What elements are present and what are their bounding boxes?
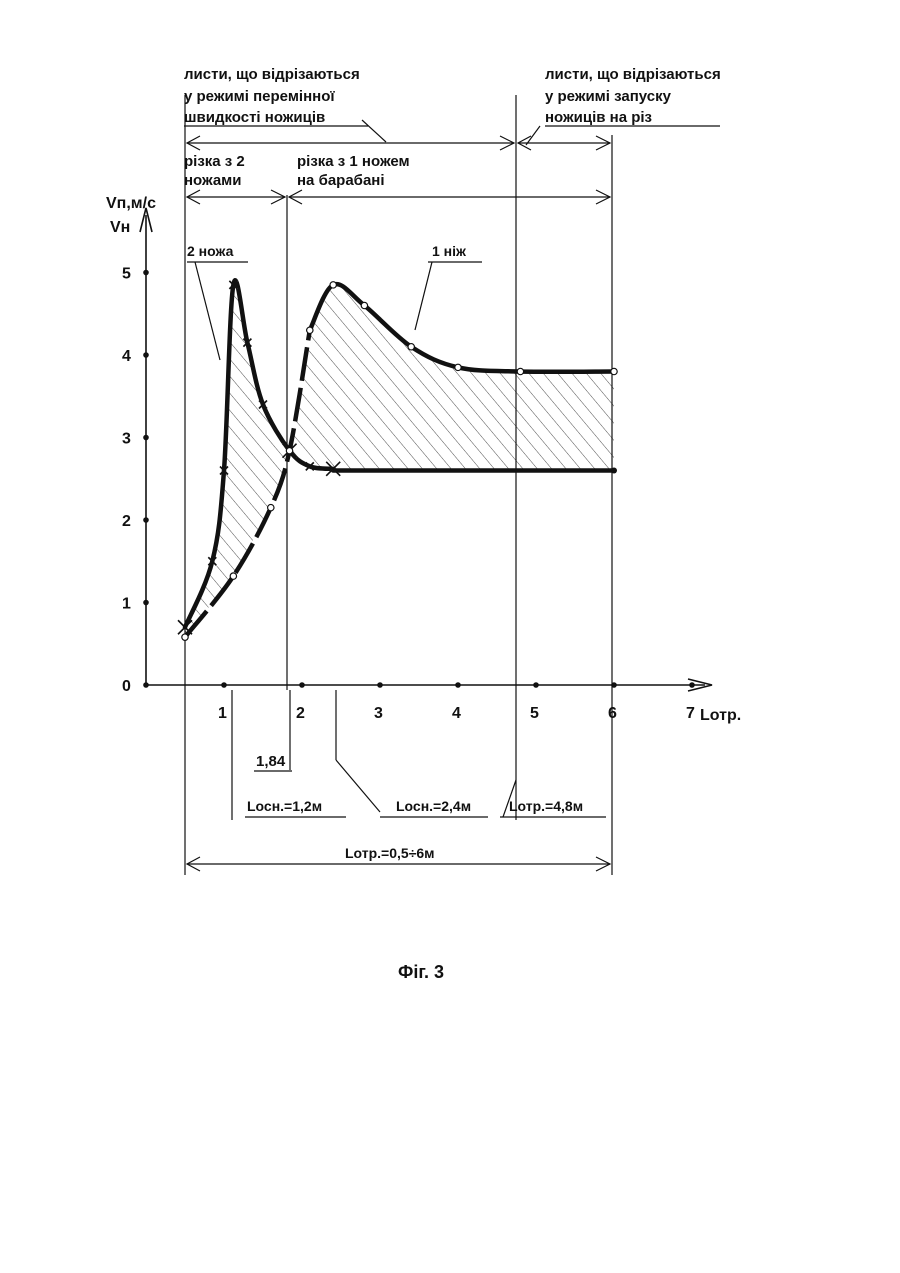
annotation-l-osn-2-4: Lосн.=2,4м	[336, 760, 488, 817]
series-1-knife-marker	[455, 364, 461, 370]
y-tick-label: 1	[122, 596, 131, 613]
x-tick-dot	[533, 682, 539, 688]
y-tick-labels: 0 1 2 3 4 5	[122, 266, 149, 696]
svg-text:1 ніж: 1 ніж	[432, 243, 467, 259]
x-tick-label: 3	[374, 705, 383, 722]
x-axis-label: Lотр.	[700, 707, 741, 724]
y-tick-dot	[143, 352, 149, 358]
x-tick-dot	[299, 682, 305, 688]
hatch-region-one-knife	[290, 284, 614, 470]
svg-text:у режимі перемінної: у режимі перемінної	[184, 88, 335, 105]
svg-text:1,84: 1,84	[256, 753, 286, 770]
y-tick-dot	[143, 270, 149, 276]
series-1-knife-marker	[611, 368, 617, 374]
x-tick-label: 7	[686, 705, 695, 722]
svg-text:Lосн.=1,2м: Lосн.=1,2м	[247, 798, 322, 814]
x-tick-dot	[221, 682, 227, 688]
svg-text:2 ножа: 2 ножа	[187, 243, 234, 259]
series-1-knife-marker	[330, 282, 336, 288]
start-mode-region: листи, що відрізаються у режимі запуску …	[526, 66, 721, 145]
series-1-knife-marker	[307, 327, 313, 333]
hatch-region-two-knives	[185, 280, 290, 637]
label-1-knife: 1 ніж	[415, 243, 482, 330]
y-tick-label: 3	[122, 431, 131, 448]
y-tick-label: 5	[122, 266, 131, 283]
svg-text:швидкості ножиців: швидкості ножиців	[184, 109, 325, 126]
series-flat-marker	[611, 468, 617, 474]
x-tick-label: 2	[296, 705, 305, 722]
y-tick-dot	[143, 435, 149, 441]
x-tick-label: 1	[218, 705, 227, 722]
svg-text:різка з 2: різка з 2	[184, 153, 245, 170]
y-axis-label-bottom: Vн	[110, 219, 130, 236]
svg-text:Lосн.=2,4м: Lосн.=2,4м	[396, 798, 471, 814]
two-knives-region: різка з 2 ножами	[184, 153, 285, 204]
svg-text:листи, що відрізаються: листи, що відрізаються	[184, 66, 360, 83]
x-tick-dot	[455, 682, 461, 688]
svg-text:листи, що відрізаються: листи, що відрізаються	[545, 66, 721, 83]
y-tick-label: 2	[122, 513, 131, 530]
series-1-knife-marker	[286, 448, 292, 454]
annotation-l-otr-range: Lотр.=0,5÷6м	[187, 845, 610, 871]
series-1-knife-marker	[408, 344, 414, 350]
svg-text:Lотр.=0,5÷6м: Lотр.=0,5÷6м	[345, 845, 435, 861]
x-tick-label: 5	[530, 705, 539, 722]
y-axis-label-top: Vп,м/с	[106, 195, 156, 212]
series-1-knife-marker	[517, 368, 523, 374]
svg-text:Lотр.=4,8м: Lотр.=4,8м	[509, 798, 583, 814]
x-tick-label: 4	[452, 705, 461, 722]
y-tick-dot	[143, 600, 149, 606]
x-tick-dot	[377, 682, 383, 688]
series-1-knife-marker	[182, 634, 188, 640]
svg-text:на барабані: на барабані	[297, 172, 385, 189]
y-tick-label: 0	[122, 678, 131, 695]
y-tick-label: 4	[122, 348, 131, 365]
svg-text:у режимі запуску: у режимі запуску	[545, 88, 672, 105]
annotation-1-84: 1,84	[254, 753, 292, 771]
x-tick-dot	[689, 682, 695, 688]
range-arrow-variable	[187, 136, 514, 150]
svg-text:різка з 1 ножем: різка з 1 ножем	[297, 153, 410, 170]
series-1-knife-marker	[230, 573, 236, 579]
series-1-knife-marker	[268, 504, 274, 510]
variable-speed-region: листи, що відрізаються у режимі перемінн…	[184, 66, 386, 142]
svg-text:ножиців на різ: ножиців на різ	[545, 109, 652, 126]
svg-text:ножами: ножами	[184, 172, 242, 189]
y-tick-dot	[143, 517, 149, 523]
origin-dot	[143, 682, 149, 688]
figure-caption: Фіг. 3	[398, 962, 444, 982]
one-knife-region: різка з 1 ножем на барабані	[289, 153, 610, 204]
series-1-knife-marker	[361, 302, 367, 308]
hatched-area	[185, 280, 614, 637]
annotation-l-osn-1-2: Lосн.=1,2м	[245, 798, 346, 817]
